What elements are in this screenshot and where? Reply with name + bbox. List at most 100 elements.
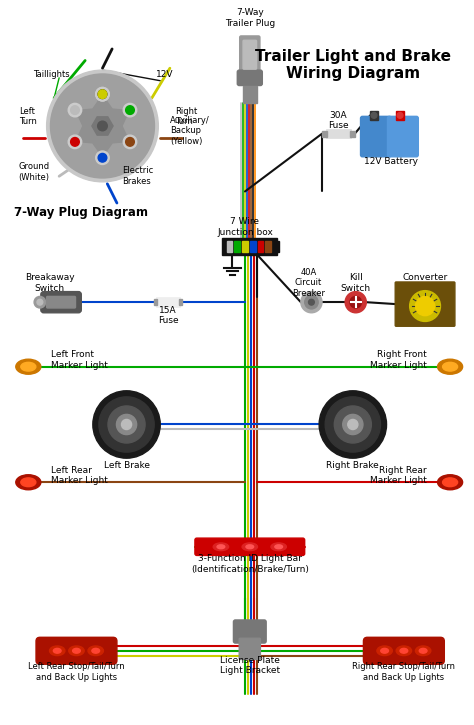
Bar (227, 241, 232, 252)
FancyBboxPatch shape (195, 538, 305, 555)
Text: Trailer Light and Brake
Wiring Diagram: Trailer Light and Brake Wiring Diagram (255, 49, 451, 81)
Circle shape (96, 88, 109, 101)
Ellipse shape (377, 646, 392, 655)
Circle shape (301, 291, 322, 312)
Circle shape (410, 291, 440, 321)
Circle shape (37, 299, 43, 305)
Circle shape (348, 420, 358, 429)
Circle shape (46, 70, 158, 182)
Circle shape (325, 397, 381, 452)
Text: Right Rear Stop/Tail/Turn
and Back Up Lights: Right Rear Stop/Tail/Turn and Back Up Li… (352, 662, 456, 682)
Circle shape (343, 415, 363, 434)
Text: Converter: Converter (402, 273, 447, 281)
Circle shape (68, 135, 82, 149)
Ellipse shape (438, 475, 463, 490)
Ellipse shape (438, 359, 463, 374)
Text: Electric
Brakes: Electric Brakes (122, 166, 153, 186)
Bar (322, 130, 327, 136)
Bar (370, 111, 378, 120)
FancyBboxPatch shape (364, 637, 444, 664)
Text: 7 Wire
Junction box: 7 Wire Junction box (217, 218, 273, 237)
Circle shape (50, 74, 155, 178)
Bar (396, 111, 404, 120)
Circle shape (123, 104, 137, 117)
Circle shape (71, 106, 79, 115)
Text: 30A
Fuse: 30A Fuse (328, 110, 349, 130)
Ellipse shape (92, 648, 100, 653)
Circle shape (371, 112, 377, 118)
Ellipse shape (275, 545, 283, 549)
Bar (265, 241, 271, 252)
Ellipse shape (88, 646, 103, 655)
Text: 40A
Circuit
Breaker: 40A Circuit Breaker (292, 268, 325, 298)
Circle shape (93, 391, 160, 458)
Text: 3-Function ID Light Bar
(Identification/Brake/Turn): 3-Function ID Light Bar (Identification/… (191, 555, 309, 573)
Text: Breakaway
Switch: Breakaway Switch (25, 273, 74, 293)
Text: Taillights: Taillights (33, 70, 70, 80)
Text: 12V: 12V (156, 70, 174, 80)
Ellipse shape (419, 648, 427, 653)
Circle shape (96, 151, 109, 165)
Text: Left Rear Stop/Tail/Turn
and Back Up Lights: Left Rear Stop/Tail/Turn and Back Up Lig… (28, 662, 125, 682)
Text: Left
Turn: Left Turn (18, 107, 36, 126)
Ellipse shape (415, 646, 431, 655)
Circle shape (98, 121, 107, 130)
Text: Right
Turn: Right Turn (175, 107, 197, 126)
Ellipse shape (246, 545, 254, 549)
FancyBboxPatch shape (36, 637, 117, 664)
Circle shape (71, 138, 79, 146)
Bar (154, 299, 157, 305)
Circle shape (345, 291, 366, 312)
Ellipse shape (49, 646, 65, 655)
Bar (242, 241, 248, 252)
Text: Ground
(White): Ground (White) (18, 162, 50, 182)
Text: Right Front
Marker Light: Right Front Marker Light (370, 350, 427, 370)
Circle shape (397, 112, 403, 118)
Circle shape (108, 406, 145, 443)
Ellipse shape (213, 543, 228, 550)
Circle shape (96, 88, 109, 101)
Circle shape (126, 138, 134, 146)
FancyBboxPatch shape (237, 70, 262, 86)
Ellipse shape (16, 359, 41, 374)
Ellipse shape (400, 648, 408, 653)
FancyBboxPatch shape (388, 116, 419, 157)
FancyBboxPatch shape (239, 638, 260, 660)
Polygon shape (92, 117, 113, 135)
Circle shape (121, 420, 132, 429)
Text: Left Rear
Marker Light: Left Rear Marker Light (52, 466, 109, 485)
Circle shape (305, 296, 318, 309)
Text: Right Brake: Right Brake (327, 461, 379, 471)
FancyBboxPatch shape (243, 41, 256, 69)
Bar (350, 130, 355, 136)
Ellipse shape (396, 646, 411, 655)
Circle shape (117, 415, 137, 434)
Bar (235, 241, 240, 252)
Text: 12V Battery: 12V Battery (365, 157, 419, 166)
Ellipse shape (73, 648, 80, 653)
FancyBboxPatch shape (243, 86, 256, 103)
Bar (273, 241, 279, 252)
FancyBboxPatch shape (361, 116, 392, 157)
Circle shape (123, 135, 137, 149)
Bar (250, 241, 255, 252)
Circle shape (98, 154, 107, 162)
Ellipse shape (443, 478, 457, 486)
Bar (179, 299, 182, 305)
Circle shape (98, 90, 107, 99)
Ellipse shape (271, 543, 286, 550)
Ellipse shape (21, 478, 36, 486)
Text: Right Rear
Marker Light: Right Rear Marker Light (370, 466, 427, 485)
Text: 7-Way Plug Diagram: 7-Way Plug Diagram (14, 206, 148, 219)
Circle shape (34, 297, 46, 308)
Text: License Plate
Light Bracket: License Plate Light Bracket (220, 655, 280, 675)
Ellipse shape (381, 648, 389, 653)
Circle shape (68, 104, 82, 117)
Circle shape (126, 106, 134, 115)
Bar (326, 129, 351, 138)
Circle shape (99, 397, 154, 452)
Ellipse shape (443, 362, 457, 371)
Bar (156, 297, 180, 307)
Text: 7-Way
Trailer Plug: 7-Way Trailer Plug (225, 9, 275, 28)
Ellipse shape (217, 545, 225, 549)
